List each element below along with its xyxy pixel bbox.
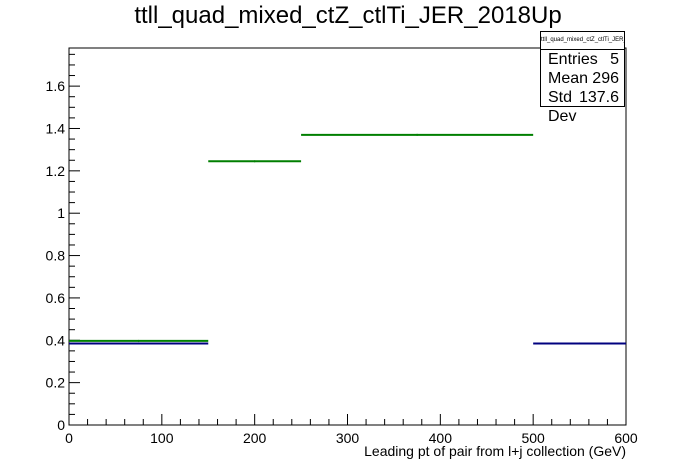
stats-stddev-label: Std Dev [548,89,577,125]
x-tick-label: 400 [429,430,453,446]
stats-box: ttll_quad_mixed_ctZ_ctlTi_JER_2018Up Ent… [540,31,625,125]
y-tick-label: 1 [57,205,65,221]
stats-box-title: ttll_quad_mixed_ctZ_ctlTi_JER_2018Up [541,32,624,50]
x-axis-label: Leading pt of pair from l+j collection (… [364,443,626,459]
x-tick-label: 200 [243,430,267,446]
y-tick-label: 1.2 [46,163,66,179]
stats-stddev-row: Std Dev 137.6 [541,88,624,126]
y-tick-label: 0 [57,417,65,433]
stats-mean-row: Mean 296 [541,69,624,88]
y-tick-label: 0.2 [46,375,66,391]
x-tick-label: 100 [150,430,174,446]
stats-mean-value: 296 [592,70,619,87]
x-tick-label: 500 [521,430,545,446]
stats-entries-row: Entries 5 [541,50,624,69]
x-tick-label: 0 [65,430,73,446]
x-tick-label: 300 [336,430,360,446]
stats-entries-value: 5 [610,51,619,68]
y-tick-label: 0.4 [46,332,66,348]
y-tick-label: 0.8 [46,248,66,264]
y-tick-label: 1.4 [46,120,66,136]
stats-stddev-value: 137.6 [578,89,619,106]
stats-entries-label: Entries [548,51,598,68]
x-tick-label: 600 [614,430,638,446]
chart-title: ttll_quad_mixed_ctZ_ctlTi_JER_2018Up [134,2,562,29]
y-tick-label: 0.6 [46,290,66,306]
stats-mean-label: Mean [548,70,589,87]
y-tick-label: 1.6 [46,78,66,94]
